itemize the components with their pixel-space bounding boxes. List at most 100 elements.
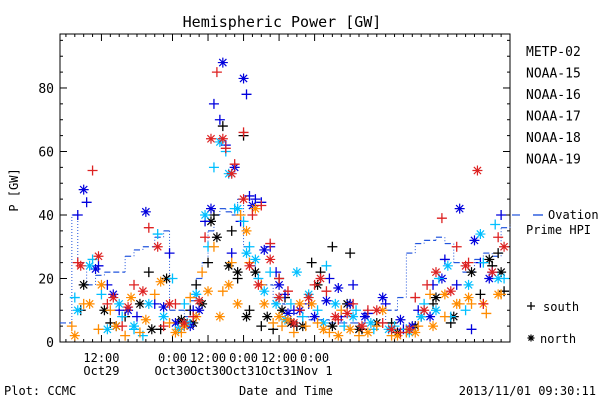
point-north-star: [134, 298, 145, 309]
point-north-star: [460, 260, 471, 271]
point-south-plus: [214, 114, 225, 125]
point-south-plus: [149, 289, 160, 300]
legend-item: NOAA-17: [526, 110, 581, 125]
point-south-plus: [87, 165, 98, 176]
point-north-star: [430, 292, 441, 303]
plot-area: 02040608012:00Oct290:00Oct3012:00Oct300:…: [38, 33, 511, 378]
point-south-plus: [164, 248, 175, 259]
point-south-plus: [197, 267, 208, 278]
point-north-star: [129, 321, 140, 332]
point-north-star: [232, 298, 243, 309]
marker-legend-south: south: [543, 300, 579, 314]
x-tick-label-date: Oct31: [261, 364, 297, 378]
point-north-star: [309, 311, 320, 322]
point-north-star: [170, 317, 181, 328]
point-south-plus: [211, 67, 222, 78]
y-tick-label: 0: [46, 336, 54, 351]
point-south-plus: [256, 200, 267, 211]
point-north-star: [262, 311, 273, 322]
point-south-plus: [493, 248, 504, 259]
point-north-star: [250, 267, 261, 278]
y-tick-label: 20: [38, 272, 54, 287]
point-north-star: [499, 241, 510, 252]
point-north-star: [205, 216, 216, 227]
point-north-star: [327, 321, 338, 332]
marker-legend-north: north: [540, 332, 576, 346]
point-south-plus: [143, 222, 154, 233]
point-south-plus: [66, 321, 77, 332]
y-tick-label: 80: [38, 82, 54, 97]
point-south-plus: [134, 327, 145, 338]
point-north-star: [282, 314, 293, 325]
point-south-plus: [410, 292, 421, 303]
point-south-plus: [152, 229, 163, 240]
point-south-plus: [478, 257, 489, 268]
point-south-plus: [188, 311, 199, 322]
point-north-star: [161, 273, 172, 284]
point-north-star: [419, 305, 430, 316]
point-south-plus: [191, 279, 202, 290]
point-north-star: [93, 251, 104, 262]
point-north-star: [96, 279, 107, 290]
point-south-plus: [481, 308, 492, 319]
point-north-star: [472, 165, 483, 176]
point-north-star: [487, 267, 498, 278]
point-south-plus: [241, 89, 252, 100]
point-south-plus: [460, 305, 471, 316]
point-south-plus: [238, 127, 249, 138]
point-north-star: [318, 324, 329, 335]
point-north-star: [232, 203, 243, 214]
point-south-plus: [294, 305, 305, 316]
point-north-star: [211, 232, 222, 243]
series-noaa-18: [66, 203, 507, 341]
point-south-plus: [167, 273, 178, 284]
point-south-plus: [129, 279, 140, 290]
point-north-star: [146, 324, 157, 335]
series-metp-02: [75, 121, 510, 338]
x-tick-label-date: Oct29: [83, 364, 119, 378]
point-south-plus: [158, 321, 169, 332]
point-north-star: [484, 254, 495, 265]
x-tick-label-time: 12:00: [261, 351, 297, 365]
x-tick-label-date: Oct30: [154, 364, 190, 378]
point-south-plus: [69, 292, 80, 303]
point-north-star: [250, 254, 261, 265]
point-north-star: [365, 317, 376, 328]
point-north-star: [238, 73, 249, 84]
point-north-star: [425, 311, 436, 322]
point-south-plus: [466, 324, 477, 335]
y-axis-label: P [GW]: [7, 168, 21, 211]
point-north-star: [259, 244, 270, 255]
point-north-star: [164, 298, 175, 309]
point-south-plus: [117, 321, 128, 332]
point-south-plus: [321, 286, 332, 297]
point-south-plus: [164, 317, 175, 328]
point-north-star: [244, 260, 255, 271]
point-north-star: [223, 279, 234, 290]
point-north-star: [362, 327, 373, 338]
point-south-plus: [81, 197, 92, 208]
point-north-star: [291, 267, 302, 278]
chart-title: Hemispheric Power [GW]: [183, 13, 382, 31]
point-south-plus: [451, 279, 462, 290]
point-south-plus: [300, 321, 311, 332]
point-south-plus: [277, 321, 288, 332]
point-north-star: [170, 327, 181, 338]
point-north-star: [158, 302, 169, 313]
series-noaa-15: [72, 57, 507, 335]
point-south-plus: [297, 311, 308, 322]
point-north-star: [377, 292, 388, 303]
point-south-plus: [179, 298, 190, 309]
point-north-star: [294, 298, 305, 309]
point-north-star: [430, 305, 441, 316]
point-north-star: [274, 279, 285, 290]
point-north-star: [194, 305, 205, 316]
point-south-plus: [345, 248, 356, 259]
point-south-plus: [348, 298, 359, 309]
point-south-plus: [226, 248, 237, 259]
y-tick-label: 40: [38, 209, 54, 224]
point-north-star: [232, 267, 243, 278]
point-north-star: [345, 324, 356, 335]
point-north-star: [90, 263, 101, 274]
